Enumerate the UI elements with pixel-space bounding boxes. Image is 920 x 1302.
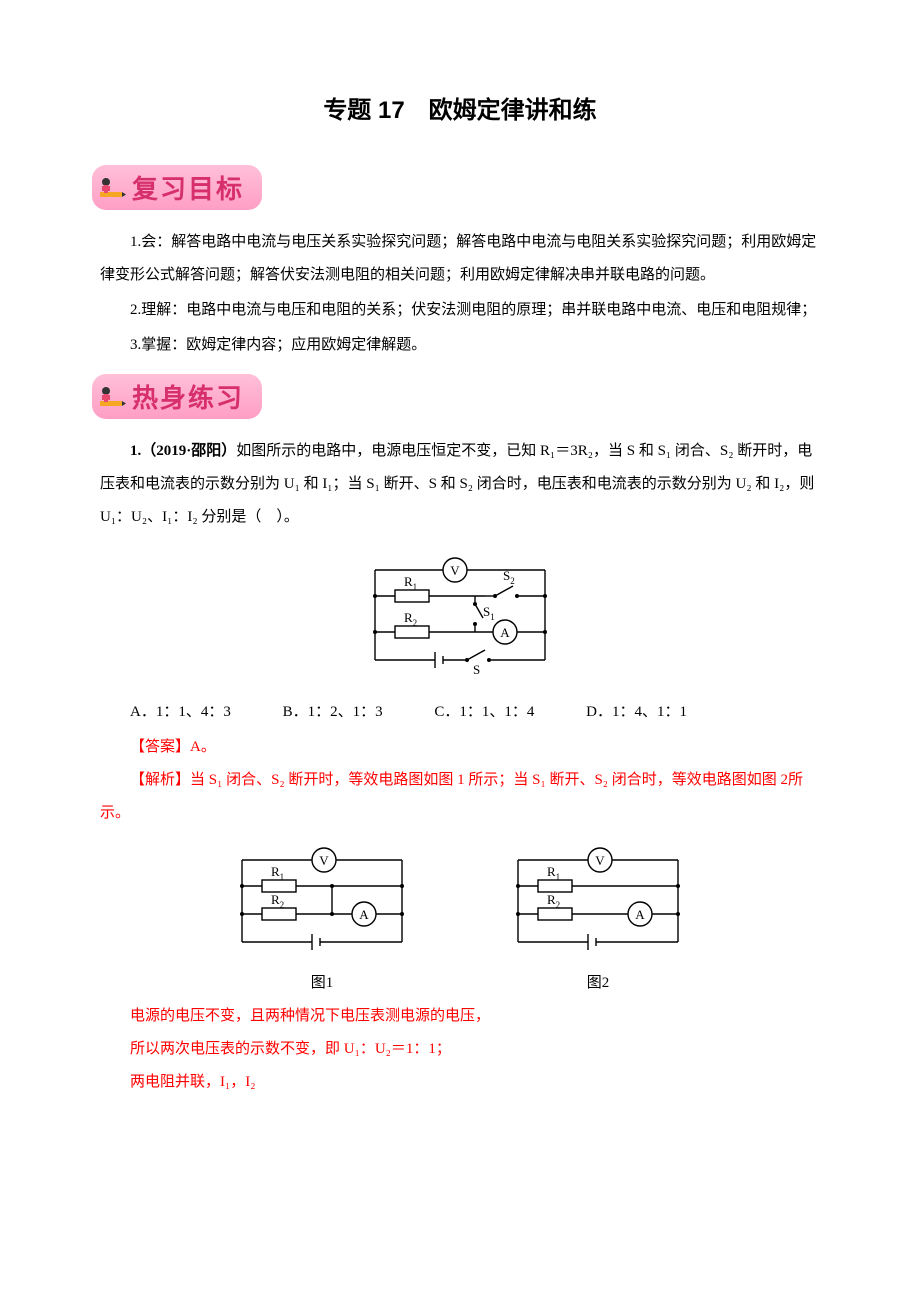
svg-text:R2: R2 — [404, 610, 417, 628]
analysis-circuits: V R1 R2 A 图1 — [100, 842, 820, 992]
option-a: A．1：1、4：3 — [130, 704, 231, 720]
analysis-line3: 两电阻并联，I₁，I₂ — [100, 1066, 820, 1099]
svg-text:R1: R1 — [271, 864, 284, 882]
svg-text:R1: R1 — [404, 574, 417, 592]
v-label: V — [450, 563, 460, 578]
svg-text:S: S — [473, 662, 480, 677]
option-d: D．1：4、1：1 — [586, 704, 687, 720]
svg-text:A: A — [359, 907, 369, 922]
objective-1: 1.会：解答电路中电流与电压关系实验探究问题；解答电路中电流与电阻关系实验探究问… — [100, 226, 820, 292]
svg-text:V: V — [319, 853, 329, 868]
page-title: 专题 17 欧姆定律讲和练 — [100, 90, 820, 125]
svg-text:V: V — [595, 853, 605, 868]
fig2-label: 图2 — [488, 971, 708, 992]
a-label: A — [500, 625, 510, 640]
review-banner-text: 复习目标 — [132, 169, 244, 206]
fig1-label: 图1 — [212, 971, 432, 992]
analysis-line1: 电源的电压不变，且两种情况下电压表测电源的电压， — [100, 1000, 820, 1033]
option-c: C．1：1、1：4 — [434, 704, 534, 720]
svg-text:R1: R1 — [547, 864, 560, 882]
svg-text:S2: S2 — [503, 568, 515, 586]
pencil-person-icon — [96, 381, 128, 413]
question-1-prefix: 1.（2019·邵阳） — [130, 443, 236, 459]
objective-3: 3.掌握：欧姆定律内容；应用欧姆定律解题。 — [100, 329, 820, 362]
svg-text:R2: R2 — [271, 892, 284, 910]
question-1-stem: 1.（2019·邵阳）如图所示的电路中，电源电压恒定不变，已知 R₁＝3R₂，当… — [100, 435, 820, 534]
pencil-person-icon — [96, 172, 128, 204]
analysis-line2: 所以两次电压表的示数不变，即 U₁：U₂＝1：1； — [100, 1033, 820, 1066]
option-b: B．1：2、1：3 — [283, 704, 383, 720]
svg-text:A: A — [635, 907, 645, 922]
warmup-banner-text: 热身练习 — [132, 378, 244, 415]
review-banner: 复习目标 — [92, 165, 262, 210]
answer-line: 【答案】A。 — [100, 731, 820, 764]
question-circuit-diagram: V R1 S2 S1 R2 A — [100, 548, 820, 683]
analysis-label: 【解析】当 S₁ 闭合、S₂ 断开时，等效电路图如图 1 所示；当 S₁ 断开、… — [100, 764, 820, 830]
objective-2: 2.理解：电路中电流与电压和电阻的关系；伏安法测电阻的原理；串并联电路中电流、电… — [100, 294, 820, 327]
question-1-options: A．1：1、4：3 B．1：2、1：3 C．1：1、1：4 D．1：4、1：1 — [130, 697, 820, 727]
warmup-banner: 热身练习 — [92, 374, 262, 419]
svg-text:R2: R2 — [547, 892, 560, 910]
svg-text:S1: S1 — [483, 604, 495, 622]
